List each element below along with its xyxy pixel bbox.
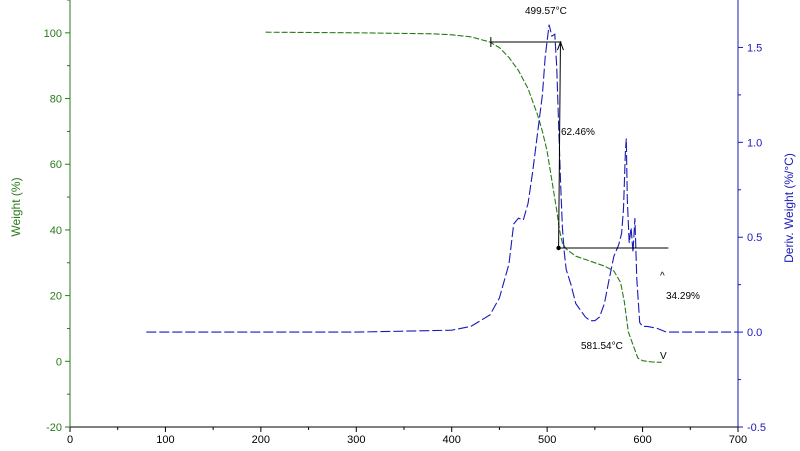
y-left-tick-label: 0: [56, 356, 62, 368]
weight-loss-label: 62.46%: [561, 127, 595, 138]
deriv-weight-curve: [146, 24, 738, 333]
x-tick-label: 400: [443, 434, 461, 446]
y-left-axis-title: Weight (%): [9, 177, 23, 236]
residue-label: 34.29%: [666, 291, 700, 302]
residue-point: [556, 245, 561, 251]
x-tick-label: 500: [538, 434, 556, 446]
y-right-tick-label: 1.0: [747, 137, 762, 149]
annotation-layer: 499.57°C 62.46% 34.29% 581.54°C V ^: [490, 6, 700, 362]
y-right-axis-title: Deriv. Weight (%/°C): [782, 153, 796, 263]
x-axis: 0 100 200 300 400 500 600 700: [67, 427, 747, 446]
x-tick-label: 0: [67, 434, 73, 446]
end-temp-label: 581.54°C: [581, 341, 623, 352]
x-tick-label: 200: [252, 434, 270, 446]
y-right-tick-label: -0.5: [747, 422, 766, 434]
y-right-tick-label: 0.5: [747, 232, 762, 244]
x-tick-label: 700: [729, 434, 747, 446]
y-left-axis: -20 0 20 40 60 80 100: [44, 0, 70, 434]
y-right-tick-label: 0.0: [747, 327, 762, 339]
onset-temp-label: 499.57°C: [525, 6, 567, 17]
x-tick-label: 300: [347, 434, 365, 446]
y-left-tick-label: -20: [46, 422, 62, 434]
arrow-head: [556, 40, 564, 51]
chart-frame: [69, 0, 739, 428]
onset-marker-label: ^: [660, 271, 665, 282]
y-left-tick-label: 60: [50, 159, 62, 171]
weight-curve: [265, 31, 662, 363]
y-right-tick-label: 1.5: [747, 42, 762, 54]
series-layer: [146, 24, 738, 363]
x-tick-label: 100: [156, 434, 174, 446]
y-left-tick-label: 80: [50, 94, 62, 106]
y-left-tick-label: 40: [50, 225, 62, 237]
x-tick-label: 600: [633, 434, 651, 446]
weight-loss-arrow: [558, 42, 561, 248]
y-right-axis: -0.5 0.0 0.5 1.0 1.5: [738, 42, 766, 434]
y-left-tick-label: 20: [50, 291, 62, 303]
y-left-tick-label: 100: [44, 28, 62, 40]
end-marker-label: V: [660, 351, 667, 362]
